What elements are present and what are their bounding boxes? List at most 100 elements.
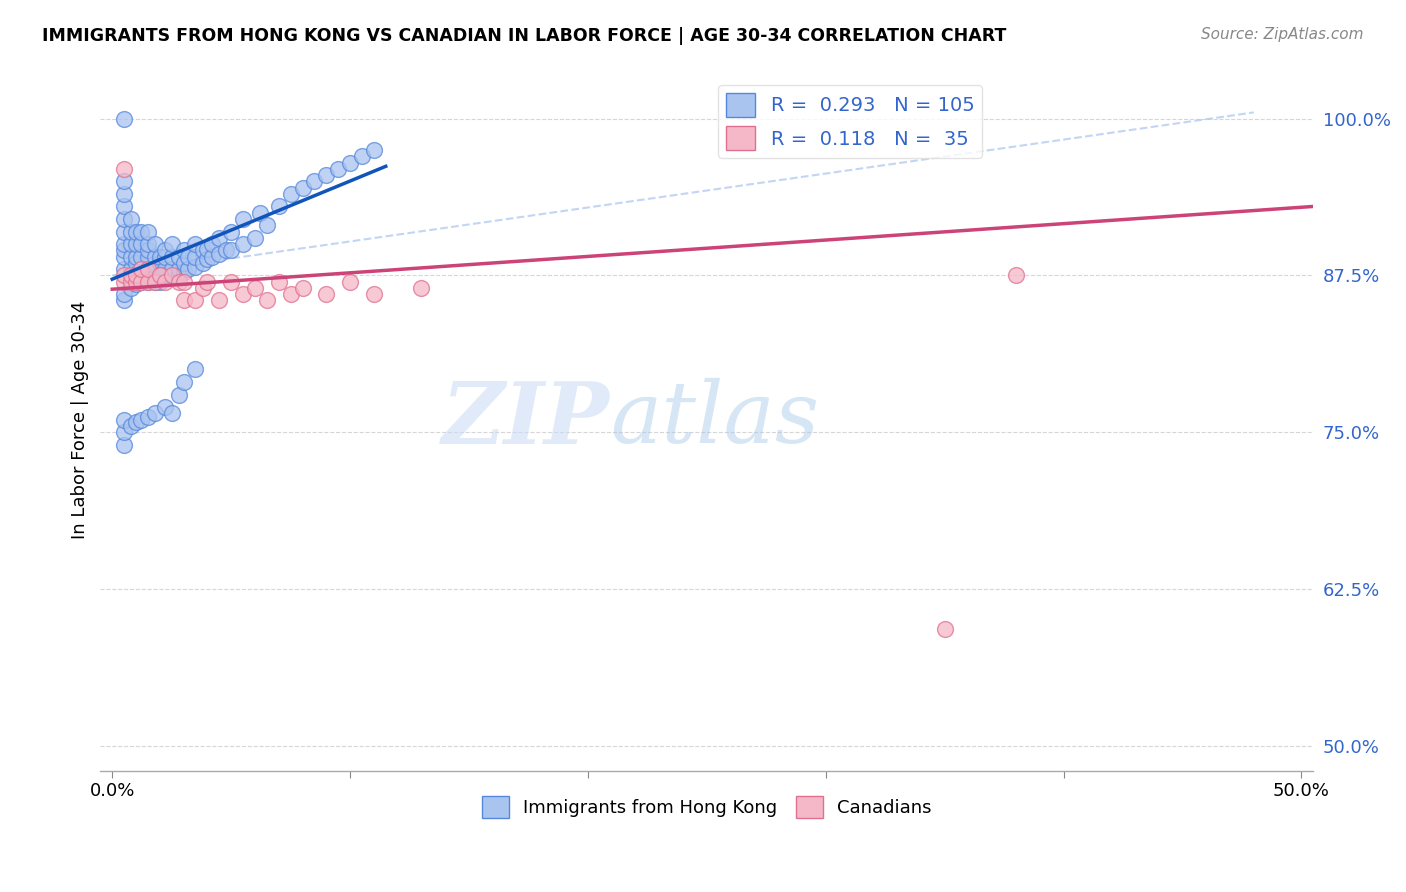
Point — [363, 143, 385, 157]
Point — [219, 225, 242, 239]
Point — [339, 155, 361, 169]
Point — [232, 237, 254, 252]
Point — [120, 211, 142, 226]
Point — [267, 199, 290, 213]
Point — [153, 250, 176, 264]
Point — [143, 275, 166, 289]
Legend: Immigrants from Hong Kong, Canadians: Immigrants from Hong Kong, Canadians — [475, 789, 939, 825]
Point — [136, 272, 159, 286]
Point — [149, 268, 172, 283]
Point — [184, 237, 207, 252]
Point — [112, 438, 135, 452]
Point — [315, 287, 337, 301]
Point — [143, 250, 166, 264]
Point — [328, 161, 350, 176]
Point — [167, 262, 190, 277]
Point — [136, 275, 159, 289]
Point — [136, 237, 159, 252]
Point — [112, 112, 135, 126]
Point — [143, 268, 166, 283]
Point — [129, 250, 152, 264]
Point — [129, 412, 152, 426]
Point — [315, 168, 337, 182]
Point — [304, 174, 326, 188]
Point — [143, 237, 166, 252]
Point — [173, 256, 195, 270]
Point — [160, 406, 183, 420]
Point — [243, 231, 266, 245]
Point — [191, 281, 214, 295]
Point — [173, 244, 195, 258]
Point — [153, 244, 176, 258]
Point — [120, 262, 142, 277]
Point — [160, 262, 183, 277]
Point — [177, 262, 200, 277]
Point — [191, 256, 214, 270]
Point — [153, 400, 176, 414]
Point — [280, 287, 302, 301]
Point — [934, 622, 956, 636]
Point — [219, 244, 242, 258]
Point — [411, 281, 433, 295]
Point — [125, 275, 148, 289]
Point — [112, 268, 135, 283]
Point — [112, 199, 135, 213]
Point — [120, 268, 142, 283]
Point — [112, 244, 135, 258]
Point — [136, 262, 159, 277]
Point — [129, 237, 152, 252]
Point — [363, 287, 385, 301]
Point — [143, 262, 166, 277]
Point — [120, 250, 142, 264]
Point — [153, 268, 176, 283]
Point — [120, 275, 142, 289]
Point — [195, 242, 218, 256]
Point — [167, 275, 190, 289]
Point — [232, 287, 254, 301]
Point — [136, 410, 159, 425]
Point — [177, 250, 200, 264]
Point — [120, 225, 142, 239]
Point — [219, 275, 242, 289]
Point — [125, 237, 148, 252]
Point — [143, 275, 166, 289]
Point — [173, 275, 195, 289]
Point — [112, 225, 135, 239]
Point — [149, 275, 172, 289]
Point — [184, 293, 207, 308]
Point — [153, 262, 176, 277]
Point — [173, 375, 195, 389]
Point — [195, 252, 218, 266]
Point — [112, 174, 135, 188]
Point — [136, 250, 159, 264]
Point — [208, 293, 231, 308]
Point — [208, 231, 231, 245]
Point — [125, 268, 148, 283]
Point — [291, 281, 314, 295]
Point — [173, 265, 195, 279]
Point — [167, 250, 190, 264]
Point — [149, 268, 172, 283]
Point — [1005, 268, 1028, 283]
Point — [112, 186, 135, 201]
Point — [201, 250, 224, 264]
Point — [160, 237, 183, 252]
Point — [112, 275, 135, 289]
Point — [149, 268, 172, 283]
Point — [350, 149, 373, 163]
Point — [167, 268, 190, 283]
Point — [136, 244, 159, 258]
Point — [120, 281, 142, 295]
Point — [249, 205, 271, 219]
Point — [112, 237, 135, 252]
Point — [256, 293, 278, 308]
Point — [184, 260, 207, 274]
Point — [129, 275, 152, 289]
Point — [112, 287, 135, 301]
Point — [112, 425, 135, 439]
Point — [208, 247, 231, 261]
Point — [291, 180, 314, 194]
Y-axis label: In Labor Force | Age 30-34: In Labor Force | Age 30-34 — [72, 301, 89, 539]
Point — [153, 275, 176, 289]
Point — [129, 268, 152, 283]
